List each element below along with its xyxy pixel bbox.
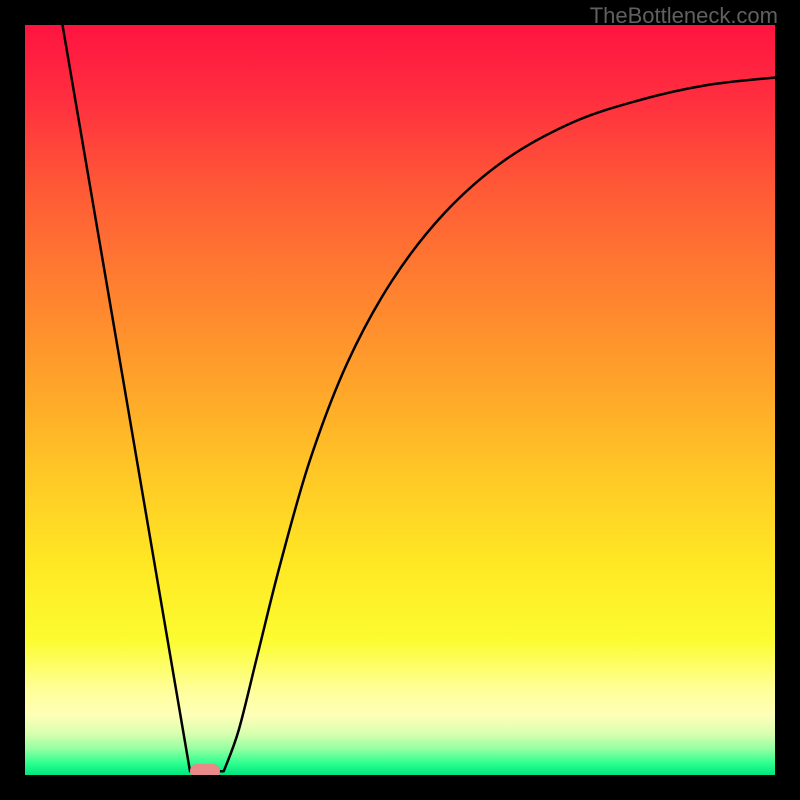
chart-container: TheBottleneck.com: [0, 0, 800, 800]
frame-right: [775, 0, 800, 800]
gradient-background: [25, 25, 775, 775]
chart-svg: [0, 0, 800, 800]
frame-left: [0, 0, 25, 800]
watermark-text: TheBottleneck.com: [590, 3, 778, 29]
frame-bottom: [0, 775, 800, 800]
